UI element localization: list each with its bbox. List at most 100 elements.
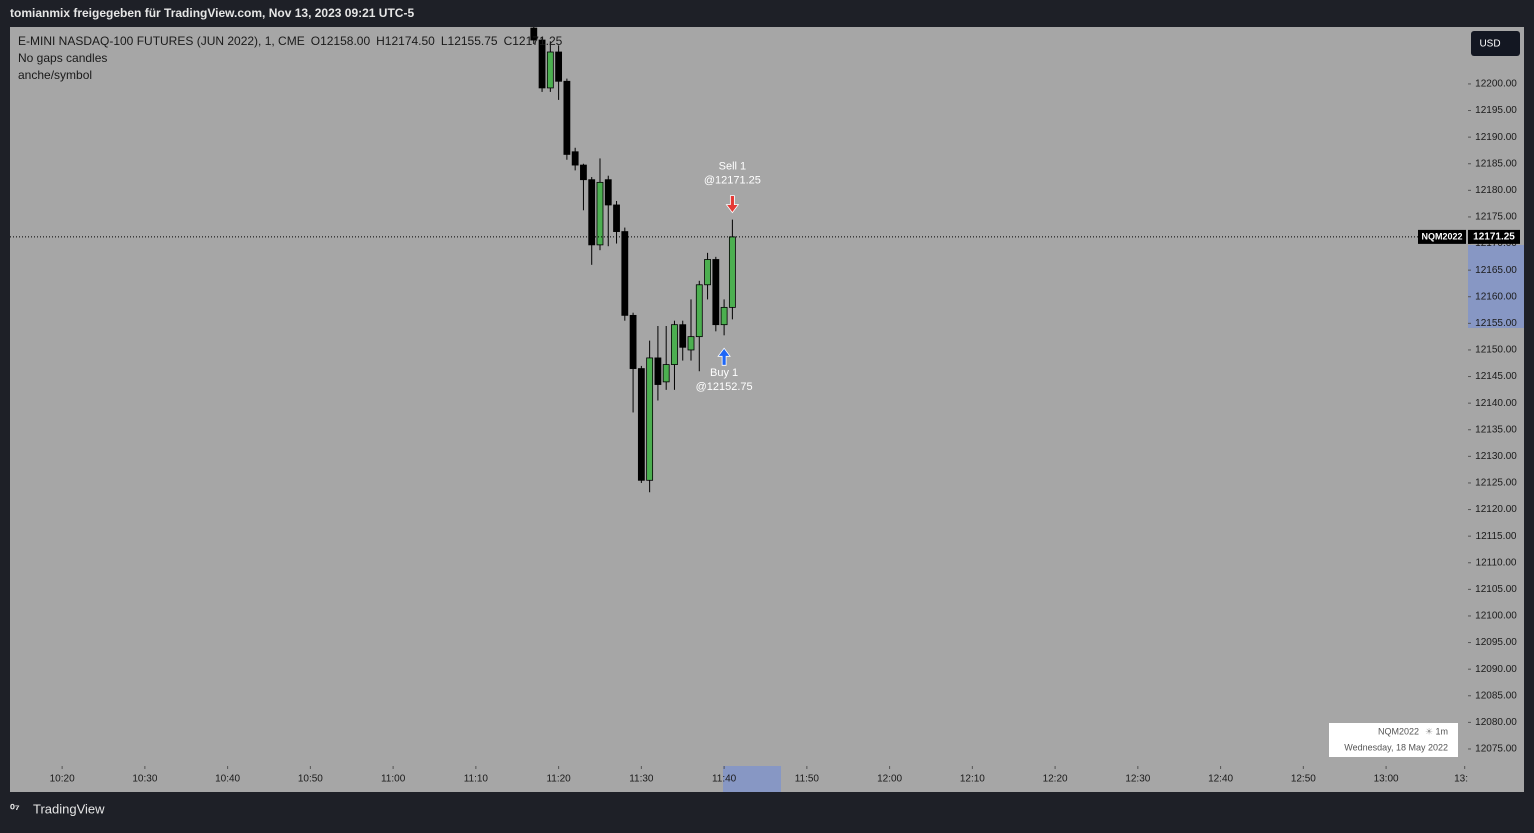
trade-price: @12152.75	[696, 381, 753, 393]
x-tick-label: 12:00	[877, 774, 902, 785]
info-date: Wednesday, 18 May 2022	[1344, 742, 1448, 752]
x-tick-label: 12:50	[1291, 774, 1316, 785]
candle-body	[654, 357, 662, 385]
x-tick-label: 13:00	[1374, 774, 1399, 785]
y-tick-label: 12110.00	[1476, 557, 1517, 568]
y-tick-label: 12105.00	[1475, 584, 1517, 595]
price-tag	[1468, 229, 1520, 244]
x-tick-label: 11:50	[795, 774, 820, 785]
candle-body	[728, 236, 736, 308]
time-range-highlight	[723, 766, 781, 792]
x-tick-label: 12:40	[1208, 774, 1233, 785]
price-tag-label: 12171.25	[1473, 232, 1515, 243]
candle-body	[596, 181, 604, 246]
sell-arrow	[725, 195, 740, 214]
y-tick-label: 12100.00	[1475, 611, 1517, 622]
candle-body	[555, 51, 563, 82]
candle-body	[704, 259, 711, 286]
y-tick-label: 12080.00	[1475, 717, 1517, 728]
footer-brand[interactable]: TradingView	[33, 801, 105, 816]
y-tick-label: 12140.00	[1475, 398, 1517, 409]
x-tick-label: 11:40	[712, 774, 737, 785]
info-interval: 1m	[1435, 726, 1448, 736]
currency-label[interactable]: USD	[1479, 39, 1500, 50]
symbol-tag	[1418, 229, 1466, 244]
symbol-tag-label: NQM2022	[1421, 231, 1462, 241]
candle-body	[629, 314, 637, 369]
price-range-highlight	[1468, 245, 1524, 328]
candle-body	[687, 336, 695, 351]
y-tick-label: 12145.00	[1475, 371, 1517, 382]
info-sun: ☀	[1425, 726, 1433, 736]
y-tick-label: 12180.00	[1475, 185, 1517, 196]
candle-body	[621, 231, 629, 316]
y-tick-label: 12085.00	[1475, 690, 1517, 701]
y-tick-label: 12155.00	[1475, 318, 1517, 329]
candle-body	[671, 324, 678, 365]
candle-body	[530, 27, 538, 41]
candle-body	[637, 368, 645, 481]
chart-area	[10, 27, 1524, 792]
y-tick-label: 12115.00	[1476, 531, 1517, 542]
y-tick-label: 12090.00	[1475, 664, 1517, 675]
legend-open: O12158.00	[311, 34, 371, 48]
candle-body	[662, 364, 670, 383]
candle-body	[588, 179, 596, 246]
candle-body	[571, 151, 579, 166]
legend-high: H12174.50	[376, 34, 435, 48]
y-tick-label: 12185.00	[1475, 158, 1517, 169]
x-tick-label: 12:30	[1125, 774, 1150, 785]
legend-symbol: E-MINI NASDAQ-100 FUTURES (JUN 2022), 1,…	[18, 34, 305, 48]
y-tick-label: 12165.00	[1475, 265, 1517, 276]
x-tick-label: 11:10	[464, 774, 489, 785]
trade-label: Buy 1	[710, 367, 738, 379]
y-tick-label: 12195.00	[1475, 105, 1517, 116]
candle-body	[712, 259, 720, 326]
x-tick-label: 12:10	[960, 774, 985, 785]
buy-arrow	[717, 347, 731, 366]
info-symbol: NQM2022	[1378, 726, 1419, 736]
y-tick-label: 12075.00	[1475, 744, 1517, 755]
candle-body	[563, 80, 571, 155]
candle-body	[538, 39, 546, 89]
candle-body	[546, 51, 554, 89]
currency-button[interactable]	[1471, 31, 1520, 56]
candle-body	[580, 164, 587, 181]
y-tick-label: 12200.00	[1475, 79, 1517, 90]
candle-body	[604, 179, 612, 206]
candle-body	[720, 306, 728, 326]
tv-logo: ⁰⁷	[10, 802, 20, 816]
y-tick-label: 12175.00	[1475, 212, 1517, 223]
x-tick-label: 11:30	[629, 774, 654, 785]
y-tick-label: 12130.00	[1475, 451, 1517, 462]
plot: Sell 1 @12171.25 Buy 1 @12152.75	[10, 27, 1468, 493]
axes: 12075.00 12080.00 12085.00 12090.00 12095.00…	[50, 79, 1520, 785]
x-tick-label: 13:	[1454, 774, 1468, 785]
candle-body	[679, 324, 687, 348]
legend-line: E-MINI NASDAQ-100 FUTURES (JUN 2022), 1,…	[18, 34, 563, 48]
candle-body	[646, 357, 654, 481]
info-box	[1329, 723, 1458, 757]
y-tick-label: 12190.00	[1475, 132, 1517, 143]
x-tick-label: 11:20	[546, 774, 571, 785]
share-caption: tomianmix freigegeben für TradingView.co…	[10, 6, 414, 20]
legend-close: C12171.25	[504, 34, 563, 48]
x-tick-label: 12:20	[1043, 774, 1068, 785]
x-tick-label: 10:40	[215, 774, 240, 785]
x-tick-label: 10:50	[298, 774, 323, 785]
y-tick-label: 12160.00	[1475, 291, 1517, 302]
legend-study: No gaps candles	[18, 51, 107, 65]
x-tick-label: 10:20	[50, 774, 75, 785]
y-tick-label: 12125.00	[1475, 478, 1517, 489]
trade-price: @12171.25	[704, 175, 761, 187]
y-tick-label: 12095.00	[1475, 637, 1517, 648]
y-tick-label: 12120.00	[1475, 504, 1517, 515]
candle-body	[695, 284, 703, 338]
candle-body	[613, 204, 620, 232]
trade-label: Sell 1	[719, 161, 747, 173]
y-tick-label: 12150.00	[1475, 345, 1517, 356]
x-tick-label: 10:30	[132, 774, 157, 785]
y-tick-label: 12135.00	[1475, 424, 1517, 435]
